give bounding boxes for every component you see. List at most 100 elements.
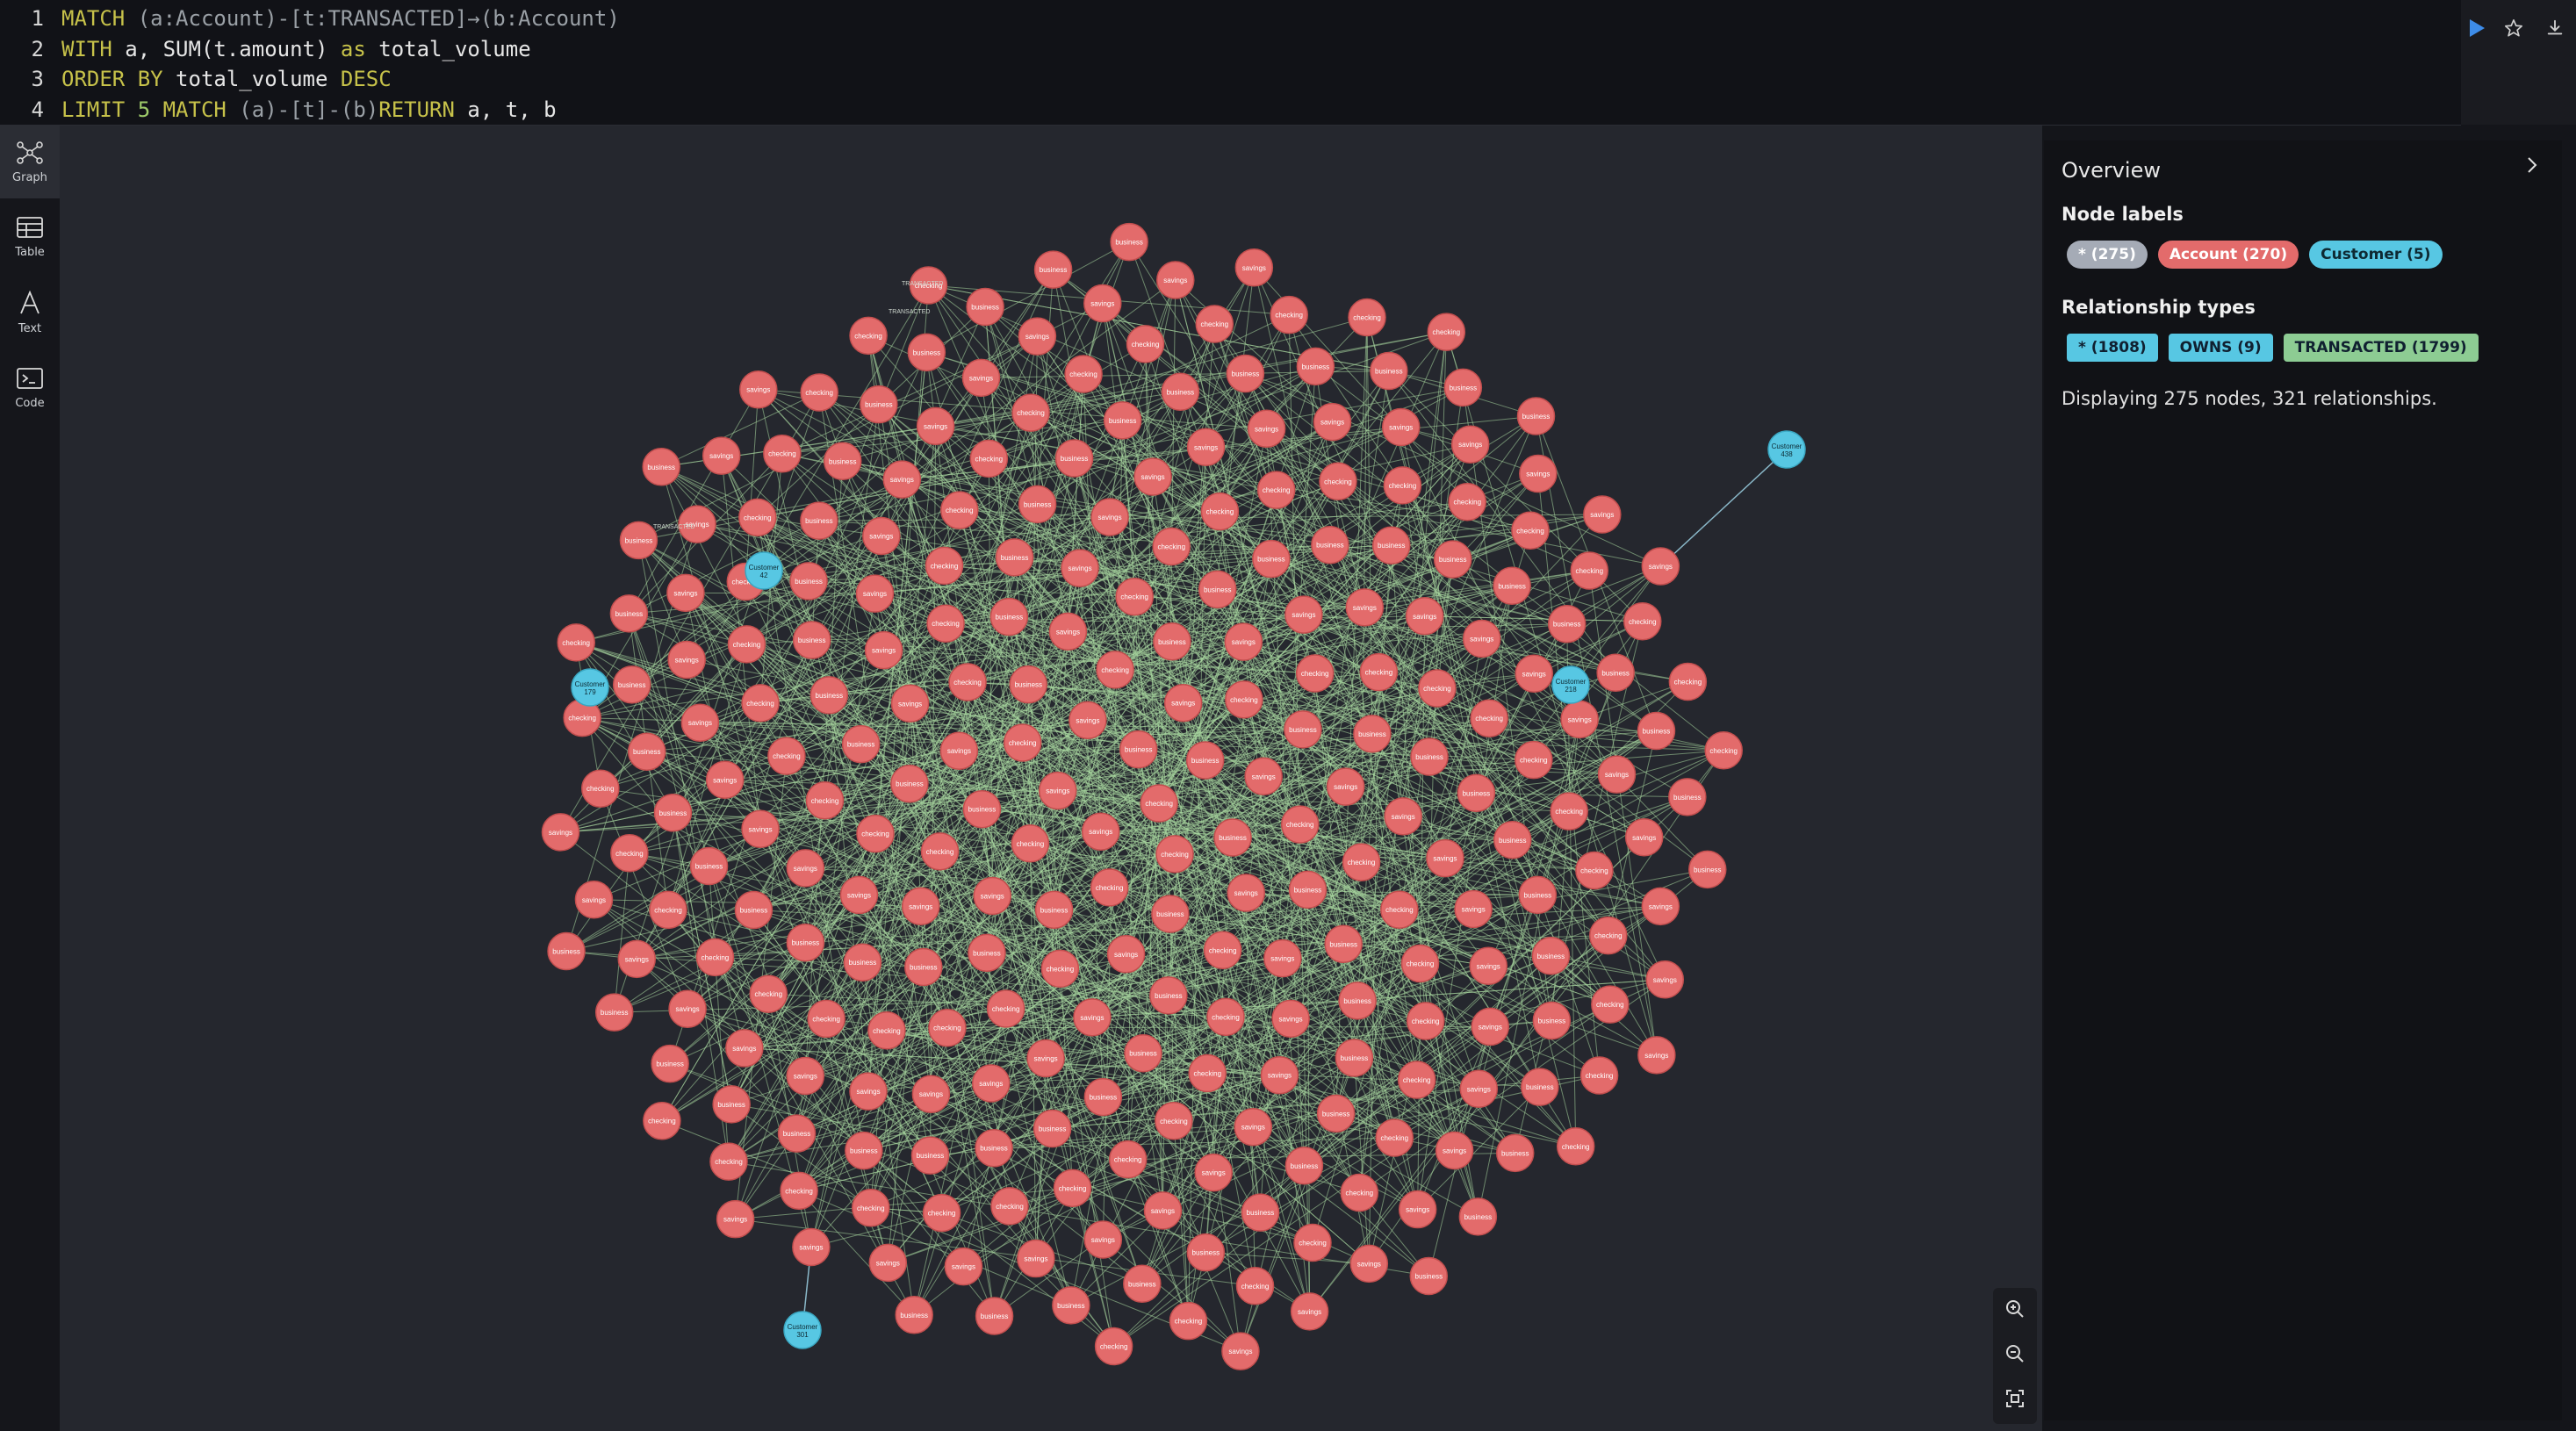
transacted-edge[interactable] bbox=[1337, 480, 1453, 560]
account-node-circle[interactable] bbox=[1410, 737, 1449, 776]
transacted-edge[interactable] bbox=[810, 1212, 942, 1248]
transacted-edge[interactable] bbox=[1428, 718, 1580, 758]
account-node-circle[interactable] bbox=[1624, 818, 1664, 857]
account-node-circle[interactable] bbox=[1435, 1131, 1474, 1170]
transacted-edge[interactable] bbox=[661, 1018, 827, 1122]
transacted-edge[interactable] bbox=[796, 593, 875, 1134]
transacted-edge[interactable] bbox=[1335, 586, 1513, 1114]
account-node[interactable]: checking bbox=[1359, 652, 1399, 692]
account-node-circle[interactable] bbox=[1081, 812, 1120, 851]
account-node-circle[interactable] bbox=[1185, 741, 1225, 780]
transacted-edge[interactable] bbox=[1036, 336, 1313, 1243]
account-node[interactable]: business bbox=[1119, 730, 1158, 769]
account-node-circle[interactable] bbox=[1335, 1039, 1374, 1077]
transacted-edge[interactable] bbox=[687, 1008, 1261, 1213]
account-node-circle[interactable] bbox=[1426, 838, 1464, 878]
account-node-circle[interactable] bbox=[1155, 1102, 1193, 1140]
account-node[interactable]: business bbox=[843, 943, 882, 982]
account-node[interactable]: business bbox=[792, 621, 831, 659]
transacted-edge[interactable] bbox=[728, 565, 1661, 1162]
account-node-circle[interactable] bbox=[1589, 916, 1628, 955]
account-node[interactable]: business bbox=[651, 1044, 689, 1083]
account-node-circle[interactable] bbox=[642, 448, 680, 486]
transacted-edge[interactable] bbox=[786, 585, 1513, 757]
account-node[interactable]: savings bbox=[1381, 407, 1421, 447]
transacted-edge[interactable] bbox=[818, 520, 885, 651]
transacted-edge[interactable] bbox=[1103, 979, 1666, 1240]
graph-visualization[interactable]: checking savings business checking savings bu… bbox=[60, 126, 2042, 1431]
account-node-circle[interactable] bbox=[1198, 570, 1237, 609]
account-node[interactable]: checking bbox=[1169, 1301, 1208, 1341]
account-node-circle[interactable] bbox=[1579, 1056, 1619, 1095]
account-node-circle[interactable] bbox=[920, 832, 960, 871]
account-node-circle[interactable] bbox=[1200, 492, 1240, 531]
account-node-circle[interactable] bbox=[1234, 1107, 1273, 1147]
account-node[interactable]: checking bbox=[1591, 985, 1630, 1024]
account-node[interactable]: checking bbox=[922, 1193, 961, 1233]
account-node[interactable]: business bbox=[1371, 526, 1411, 564]
account-node-circle[interactable] bbox=[1227, 874, 1265, 912]
account-node-circle[interactable] bbox=[969, 439, 1009, 478]
account-node-circle[interactable] bbox=[1470, 699, 1508, 737]
account-node-circle[interactable] bbox=[805, 781, 845, 820]
transacted-edge[interactable] bbox=[1315, 365, 1531, 531]
account-node[interactable]: savings bbox=[1435, 1131, 1474, 1170]
account-node-circle[interactable] bbox=[1017, 1239, 1055, 1278]
account-node[interactable]: savings bbox=[678, 505, 716, 543]
account-node-circle[interactable] bbox=[1371, 526, 1411, 564]
transacted-edge[interactable] bbox=[1391, 544, 1709, 870]
transacted-edge[interactable] bbox=[874, 681, 968, 834]
transacted-edge[interactable] bbox=[959, 509, 1474, 910]
account-node[interactable]: checking bbox=[1003, 723, 1042, 762]
account-node-circle[interactable] bbox=[1454, 889, 1493, 929]
account-node[interactable]: business bbox=[1516, 397, 1556, 435]
account-node-circle[interactable] bbox=[975, 1297, 1014, 1335]
account-node[interactable]: savings bbox=[890, 684, 930, 723]
account-node-circle[interactable] bbox=[1296, 347, 1335, 386]
account-node-circle[interactable] bbox=[789, 562, 828, 600]
account-node[interactable]: checking bbox=[610, 834, 649, 873]
transacted-edge[interactable] bbox=[758, 389, 1661, 567]
account-node-circle[interactable] bbox=[907, 333, 946, 372]
account-node[interactable]: checking bbox=[1668, 662, 1708, 701]
account-node[interactable]: savings bbox=[541, 813, 580, 852]
account-node-circle[interactable] bbox=[1284, 1147, 1324, 1185]
account-node[interactable]: checking bbox=[1342, 843, 1381, 881]
transacted-edge[interactable] bbox=[758, 389, 1474, 910]
account-node-circle[interactable] bbox=[1052, 1286, 1090, 1325]
transacted-edge[interactable] bbox=[981, 378, 1135, 597]
account-node-circle[interactable] bbox=[860, 385, 898, 424]
account-node-circle[interactable] bbox=[763, 434, 802, 473]
account-node[interactable]: business bbox=[989, 597, 1029, 636]
account-node-circle[interactable] bbox=[594, 993, 634, 1032]
transacted-edge[interactable] bbox=[786, 755, 1011, 1207]
transacted-edge[interactable] bbox=[786, 755, 1657, 1056]
transacted-edge[interactable] bbox=[685, 593, 726, 780]
editor-line[interactable]: 2 WITH a, SUM(t.amount) as total_volume bbox=[0, 34, 531, 64]
account-node[interactable]: checking bbox=[1550, 792, 1588, 831]
account-node[interactable]: savings bbox=[786, 1056, 825, 1096]
transacted-edge[interactable] bbox=[928, 284, 1709, 870]
account-node[interactable]: checking bbox=[948, 663, 987, 701]
account-node[interactable]: business bbox=[1443, 368, 1483, 407]
account-node[interactable]: checking bbox=[986, 989, 1025, 1028]
transacted-edge[interactable] bbox=[798, 241, 1130, 1191]
transacted-edge[interactable] bbox=[1030, 412, 1567, 625]
account-node-circle[interactable] bbox=[1140, 784, 1178, 823]
account-node-circle[interactable] bbox=[1226, 354, 1265, 393]
account-node-circle[interactable] bbox=[725, 1029, 764, 1068]
account-node[interactable]: savings bbox=[882, 460, 922, 499]
account-node[interactable]: savings bbox=[1284, 595, 1323, 634]
account-node[interactable]: savings bbox=[741, 809, 780, 849]
account-node-circle[interactable] bbox=[627, 732, 666, 771]
account-node[interactable]: savings bbox=[973, 876, 1011, 916]
account-node-circle[interactable] bbox=[767, 737, 806, 775]
account-node[interactable]: checking bbox=[990, 1187, 1029, 1226]
account-node-circle[interactable] bbox=[1011, 824, 1050, 863]
account-node-circle[interactable] bbox=[1213, 818, 1252, 857]
account-node[interactable]: savings bbox=[702, 436, 741, 475]
zoom-in-button[interactable] bbox=[1997, 1293, 2033, 1328]
transacted-edge[interactable] bbox=[826, 905, 1661, 1019]
account-node-circle[interactable] bbox=[1054, 439, 1094, 478]
